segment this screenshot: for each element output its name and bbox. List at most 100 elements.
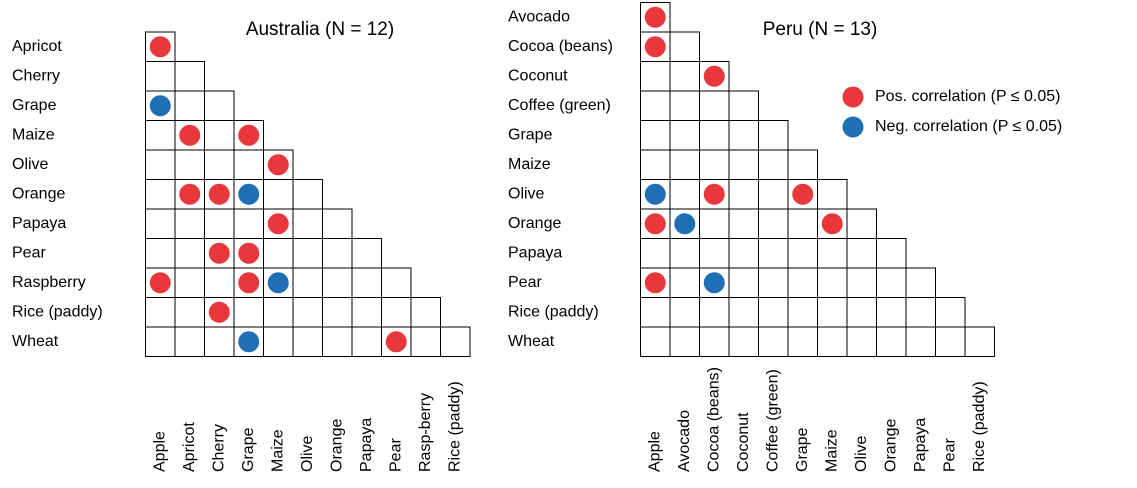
cell (905, 326, 936, 357)
cell (322, 326, 353, 357)
cell (669, 149, 700, 180)
correlation-dot (149, 272, 171, 294)
correlation-dot (149, 95, 171, 117)
cell (640, 61, 671, 92)
column-label: Grape (794, 427, 811, 472)
cell (351, 267, 382, 298)
cell (876, 297, 907, 328)
correlation-dot (179, 124, 201, 146)
cell (817, 238, 848, 269)
cell (964, 326, 995, 357)
chart-title: Peru (N = 13) (763, 19, 878, 40)
correlation-dot (644, 213, 666, 235)
cell (758, 238, 789, 269)
cell (440, 326, 471, 357)
cell (640, 120, 671, 151)
legend-swatch (842, 116, 864, 138)
cell (351, 297, 382, 328)
cell (174, 90, 205, 121)
cell (817, 297, 848, 328)
row-label: Olive (12, 156, 49, 173)
column-label: Olive (299, 435, 316, 472)
cell (728, 149, 759, 180)
correlation-dot (644, 6, 666, 28)
column-label: Apple (151, 431, 168, 472)
correlation-dot (238, 242, 260, 264)
cell (381, 267, 412, 298)
cell (174, 267, 205, 298)
cell (322, 238, 353, 269)
correlation-dot (267, 213, 289, 235)
cell (876, 326, 907, 357)
cell (174, 238, 205, 269)
correlation-dot (703, 272, 725, 294)
cell (410, 297, 441, 328)
column-label: Grape (240, 427, 257, 472)
cell (292, 267, 323, 298)
correlation-dot (238, 272, 260, 294)
row-label: Cocoa (beans) (508, 38, 613, 55)
column-label: Cherry (210, 424, 227, 472)
cell (640, 238, 671, 269)
row-label: Orange (508, 215, 561, 232)
column-label: Apricot (181, 422, 198, 472)
cell (699, 297, 730, 328)
column-label: Apple (646, 431, 663, 472)
column-label: Coconut (735, 412, 752, 472)
cell (669, 31, 700, 62)
cell (263, 326, 294, 357)
row-label: Maize (508, 156, 551, 173)
cell (292, 238, 323, 269)
cell (669, 238, 700, 269)
correlation-dot (821, 213, 843, 235)
cell (728, 90, 759, 121)
row-label: Avocado (508, 8, 570, 25)
cell (145, 120, 176, 151)
cell (174, 149, 205, 180)
cell (787, 149, 818, 180)
cell (728, 297, 759, 328)
cell (728, 179, 759, 210)
cell (204, 149, 235, 180)
row-label: Wheat (12, 333, 59, 350)
column-label: Rice (paddy) (971, 381, 988, 472)
cell (846, 238, 877, 269)
cell (787, 326, 818, 357)
row-label: Grape (508, 126, 553, 143)
cell (410, 326, 441, 357)
cell (787, 297, 818, 328)
column-label: Coffee (green) (764, 369, 781, 472)
column-label: Olive (853, 435, 870, 472)
cell (351, 238, 382, 269)
cell (669, 179, 700, 210)
cell (669, 297, 700, 328)
cell (728, 120, 759, 151)
correlation-dot (208, 301, 230, 323)
column-label: Orange (328, 419, 345, 472)
column-label: Rasp-berry (417, 393, 434, 472)
cell (699, 90, 730, 121)
cell (846, 208, 877, 239)
column-label: Pear (387, 438, 404, 472)
row-label: Raspberry (12, 274, 86, 291)
correlation-dot (238, 331, 260, 353)
cell (322, 208, 353, 239)
cell (817, 179, 848, 210)
cell (817, 267, 848, 298)
row-label: Wheat (508, 333, 555, 350)
column-label: Pear (941, 438, 958, 472)
cell (728, 267, 759, 298)
cell (292, 208, 323, 239)
correlation-dot (238, 183, 260, 205)
cell (699, 149, 730, 180)
column-label: Orange (882, 419, 899, 472)
cell (233, 149, 264, 180)
row-label: Grape (12, 97, 57, 114)
correlation-dot (644, 36, 666, 58)
cell (728, 208, 759, 239)
cell (640, 149, 671, 180)
correlation-dot (179, 183, 201, 205)
cell (640, 90, 671, 121)
cell (787, 267, 818, 298)
